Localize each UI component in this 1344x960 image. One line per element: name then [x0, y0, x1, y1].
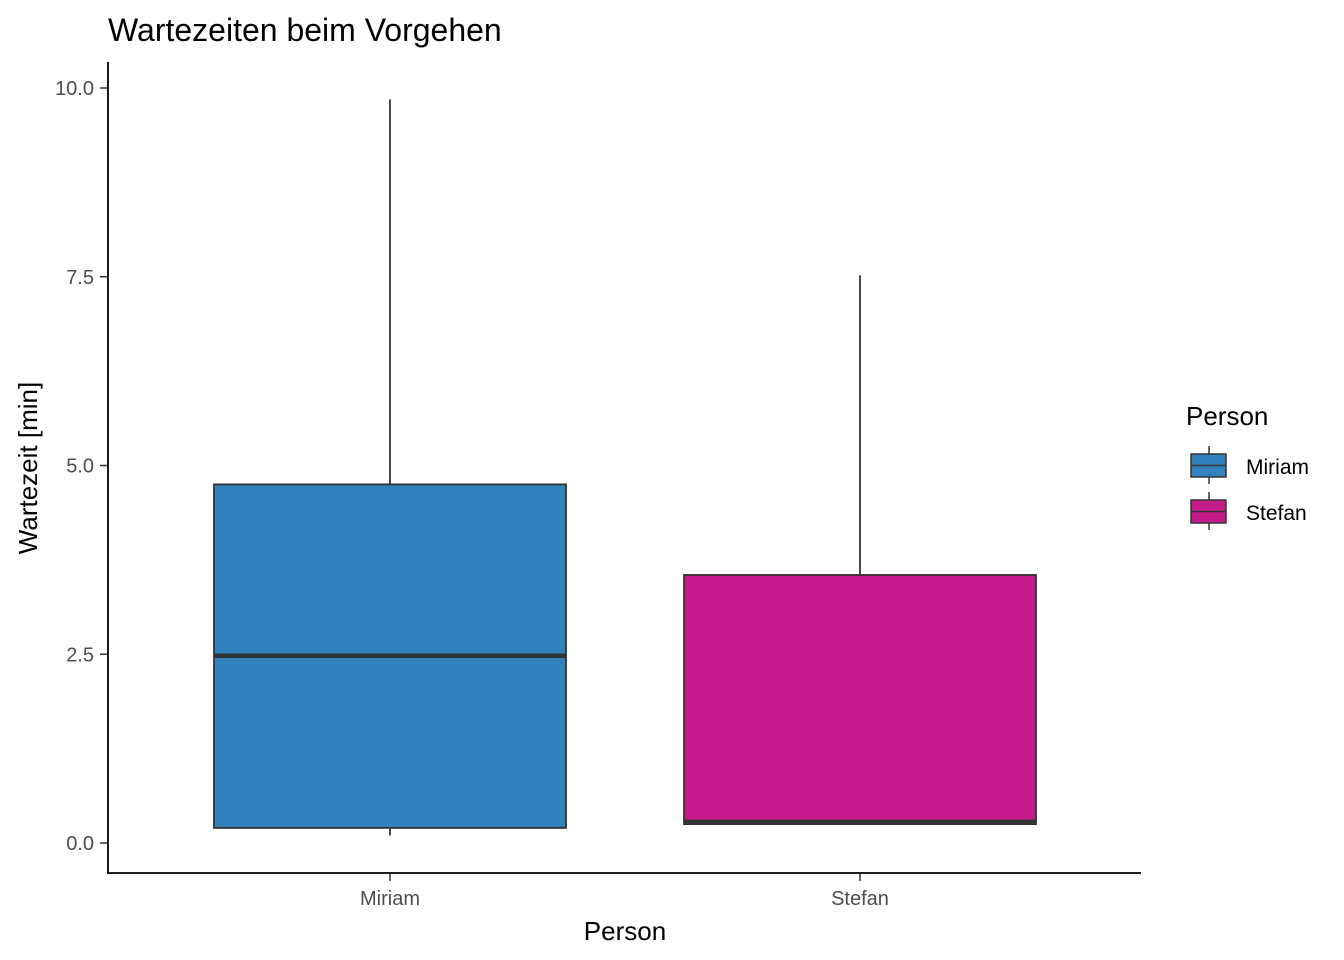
x-tick-label: Miriam: [360, 888, 420, 910]
x-axis-title: Person: [584, 916, 666, 946]
legend-items: Miriam Stefan: [1190, 446, 1309, 530]
y-axis-title: Wartezeit [min]: [13, 382, 43, 554]
legend-label: Stefan: [1246, 502, 1307, 525]
y-tick-label: 5.0: [66, 456, 94, 478]
y-axis-ticks: 0.0 2.5 5.0 7.5 10.0: [55, 78, 108, 855]
legend-item-miriam: Miriam: [1190, 446, 1309, 484]
y-tick-label: 10.0: [55, 78, 94, 100]
x-axis-ticks: Miriam Stefan: [360, 873, 889, 910]
legend: Person Miriam Stefan: [1186, 401, 1309, 530]
legend-title: Person: [1186, 401, 1268, 431]
y-tick-label: 2.5: [66, 644, 94, 666]
box-miriam: [213, 99, 567, 836]
chart-title: Wartezeiten beim Vorgehen: [108, 12, 502, 48]
legend-label: Miriam: [1246, 456, 1309, 479]
box-stefan: [683, 275, 1037, 826]
iqr-box: [683, 574, 1037, 826]
boxplot-series: [213, 99, 1037, 836]
y-tick-label: 7.5: [66, 267, 94, 289]
x-tick-label: Stefan: [831, 888, 889, 910]
legend-item-stefan: Stefan: [1190, 492, 1307, 530]
y-tick-label: 0.0: [66, 833, 94, 855]
